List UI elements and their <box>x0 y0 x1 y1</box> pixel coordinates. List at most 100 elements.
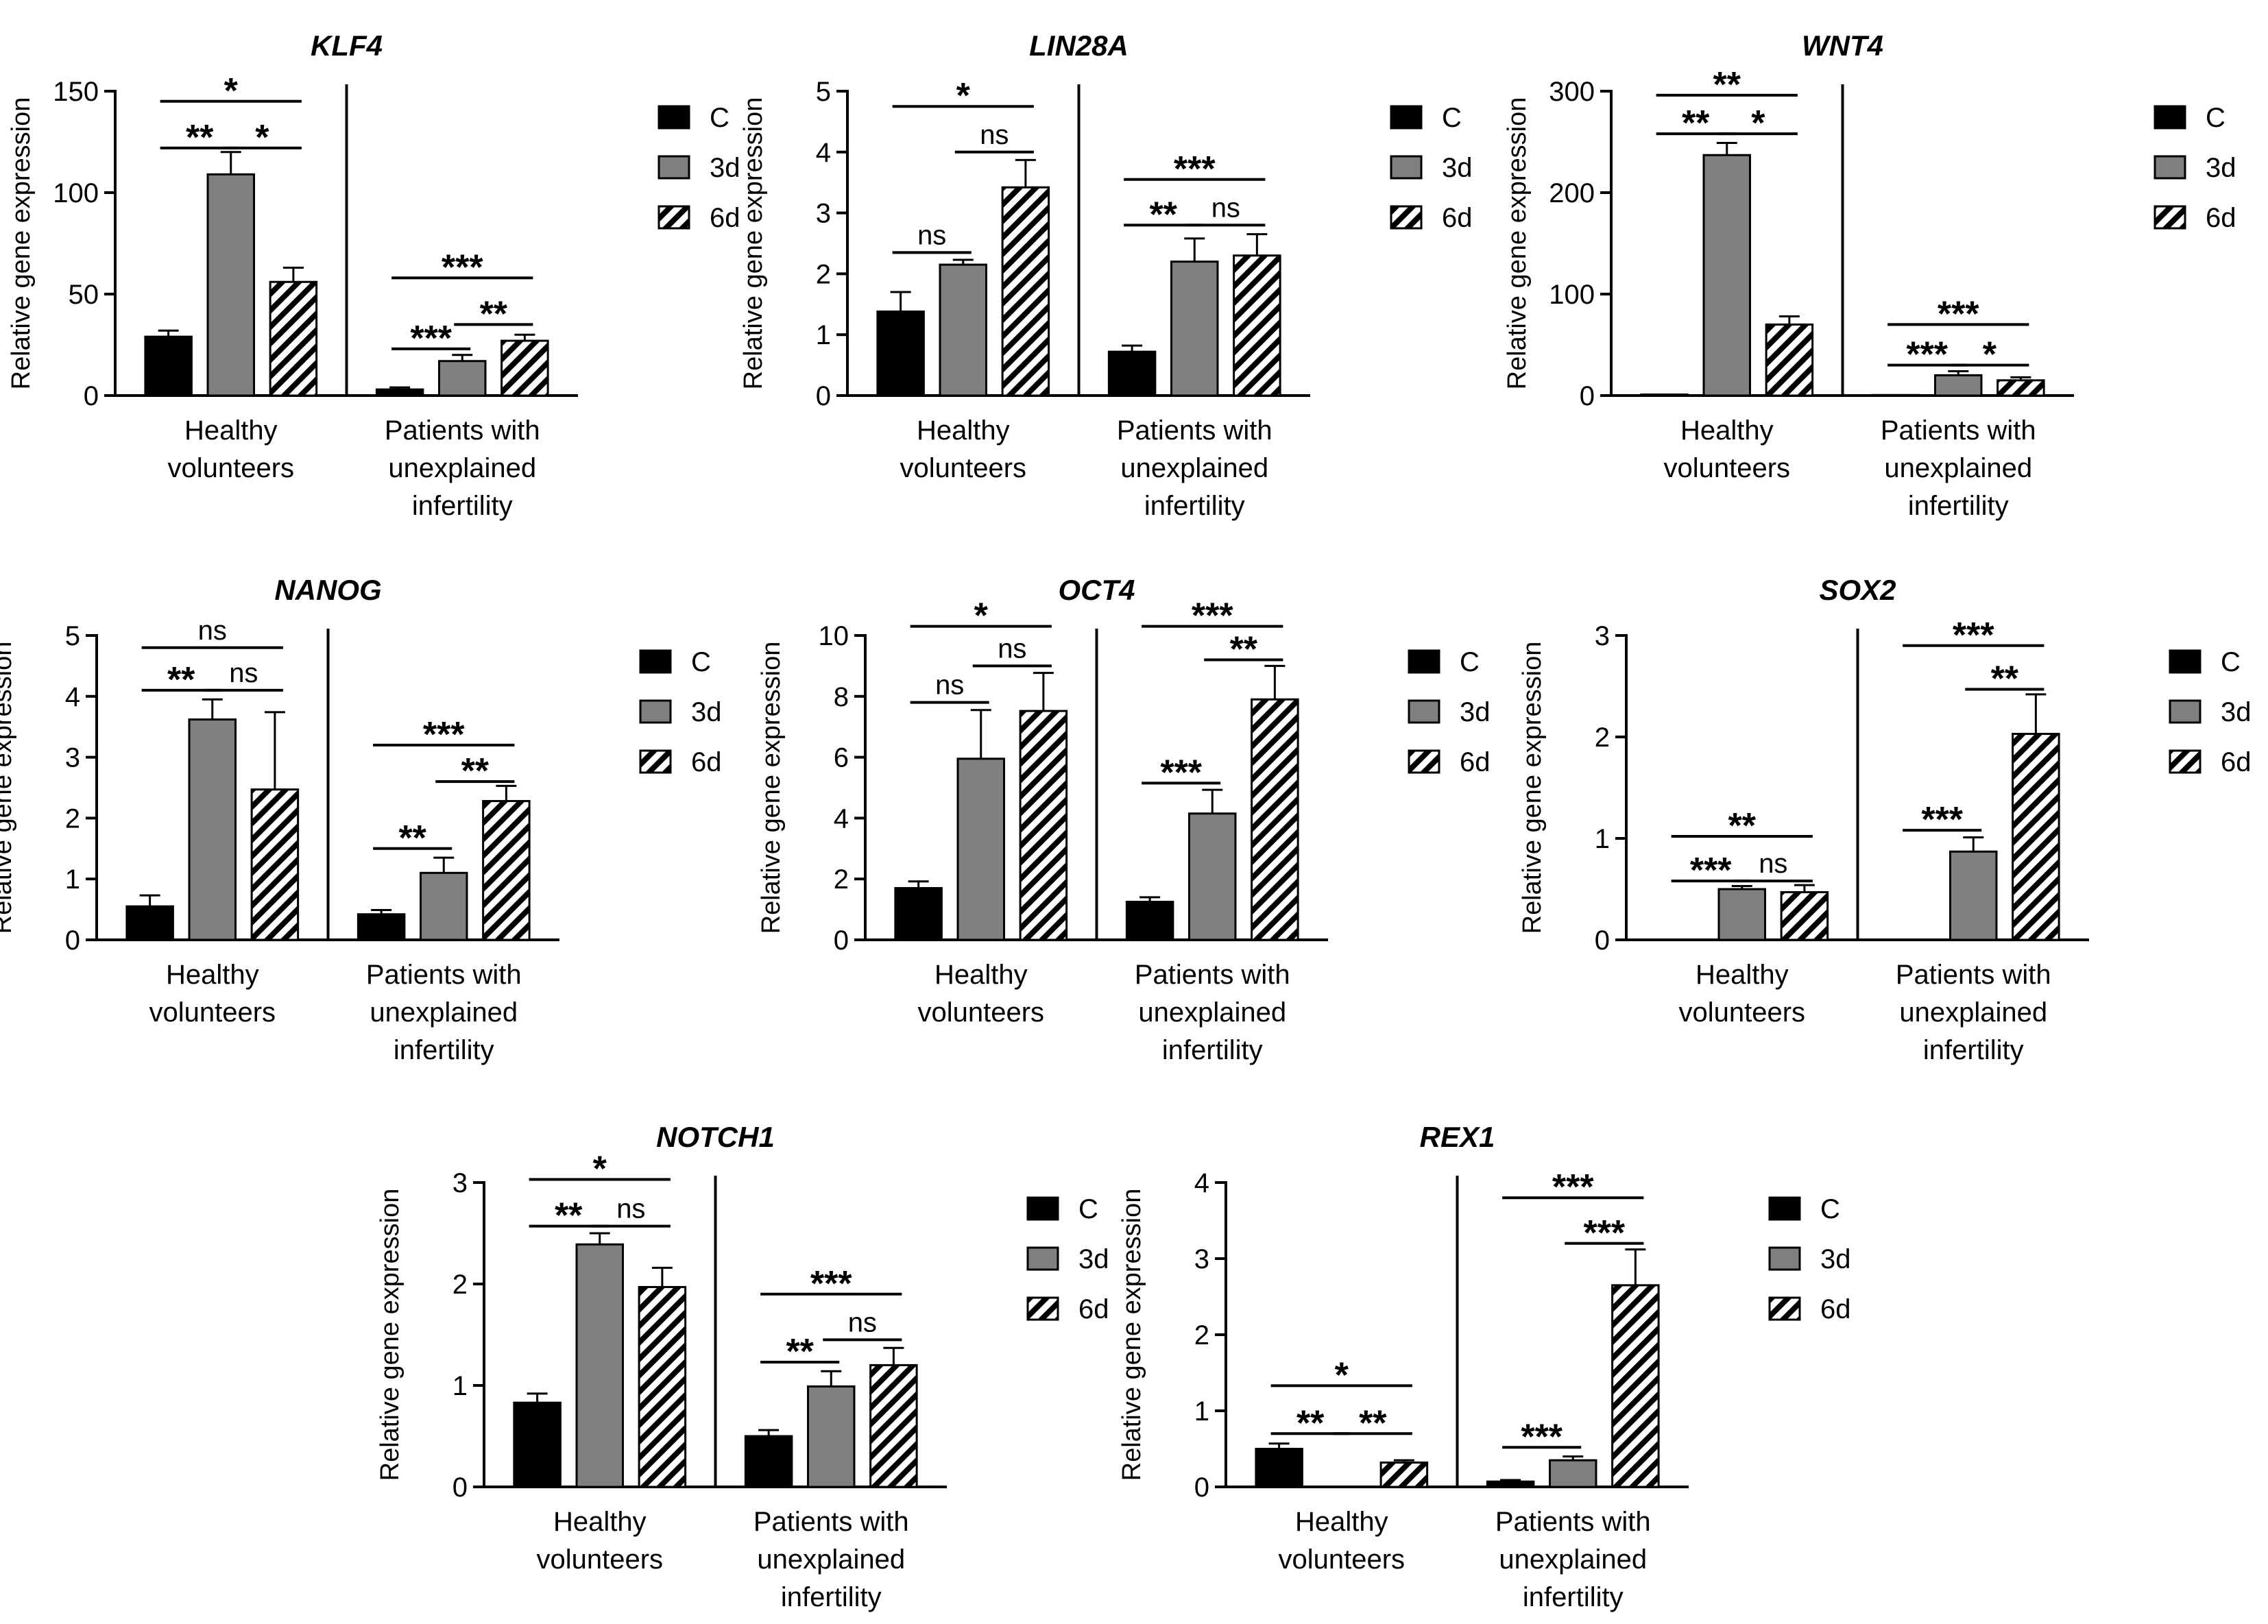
legend-swatch-c <box>658 105 690 130</box>
significance-label: ** <box>186 118 214 158</box>
significance-label: * <box>1983 335 1997 375</box>
x-group-label: unexplained <box>1138 997 1286 1028</box>
x-group-label: infertility <box>1523 1582 1624 1612</box>
x-group-label: Patients with <box>1495 1507 1651 1537</box>
x-group-label: volunteers <box>1678 997 1805 1028</box>
bar-3d <box>420 871 468 941</box>
bar-3d <box>1717 888 1766 941</box>
y-tick-label: 0 <box>1580 381 1595 411</box>
bar-3d <box>188 718 237 941</box>
x-group-label: Patients with <box>366 960 522 990</box>
bar-6d <box>250 788 300 941</box>
chart-panel-sox2: SOX2 Relative gene expression 0 1 2 3 Healthy v… <box>1518 574 2252 1065</box>
legend-label: C <box>1820 1194 1840 1224</box>
legend-label: 3d <box>710 153 740 183</box>
significance-label: *** <box>1174 149 1216 189</box>
bar-6d <box>500 339 549 397</box>
bar-3d <box>1934 374 1983 397</box>
legend-label: 6d <box>1078 1294 1109 1324</box>
legend-swatch-c <box>1408 649 1440 674</box>
significance-label: *** <box>1160 753 1202 792</box>
significance-label: ** <box>555 1196 583 1236</box>
y-tick-label: 5 <box>65 621 80 651</box>
legend-swatch-3d <box>2169 699 2201 724</box>
y-tick-label: 1 <box>816 320 831 350</box>
significance-label: * <box>956 76 971 116</box>
legend-label: C <box>691 647 711 677</box>
significance-label: ns <box>198 616 227 646</box>
y-axis-label: Relative gene expression <box>376 1189 405 1481</box>
legend-label: C <box>1460 647 1480 677</box>
chart-title: LIN28A <box>1029 29 1129 62</box>
x-group-label: Healthy <box>917 415 1010 446</box>
y-tick-label: 300 <box>1549 77 1595 107</box>
y-tick-label: 10 <box>819 621 849 651</box>
significance-label: ** <box>167 660 195 700</box>
x-group-label: Healthy <box>1295 1507 1388 1537</box>
x-group-label: Patients with <box>385 415 540 446</box>
chart-panel-wnt4: WNT4 Relative gene expression 0 100 200 300 He… <box>1503 29 2236 521</box>
y-tick-label: 200 <box>1549 178 1595 208</box>
legend-swatch-c <box>1390 105 1423 130</box>
significance-label: ** <box>1991 659 2019 699</box>
significance-label: ** <box>1296 1403 1325 1443</box>
y-tick-label: 2 <box>453 1270 468 1300</box>
chart-panel-rex1: REX1 Relative gene expression 0 1 2 3 4 Healthy… <box>1118 1121 1851 1612</box>
chart-title: OCT4 <box>1058 574 1135 606</box>
significance-label: * <box>593 1150 607 1189</box>
x-group-label: unexplained <box>1499 1544 1647 1575</box>
legend-swatch-6d <box>1390 205 1423 230</box>
y-tick-label: 100 <box>1549 280 1595 310</box>
legend-swatch-6d <box>2169 749 2201 774</box>
significance-label: ** <box>398 819 426 858</box>
significance-label: *** <box>1552 1167 1594 1207</box>
chart-title: SOX2 <box>1819 574 1896 606</box>
legend-swatch-3d <box>1768 1246 1801 1271</box>
legend-swatch-3d <box>1390 155 1423 180</box>
y-axis-label: Relative gene expression <box>757 642 786 934</box>
legend-swatch-3d <box>2154 155 2186 180</box>
y-tick-label: 1 <box>1595 824 1610 854</box>
legend-label: 3d <box>1820 1244 1851 1274</box>
bar-c <box>144 335 193 397</box>
x-group-label: infertility <box>412 491 513 521</box>
x-group-label: volunteers <box>1278 1544 1405 1575</box>
bar-6d <box>1780 890 1829 941</box>
legend-swatch-6d <box>639 749 672 774</box>
bar-3d <box>1702 154 1751 397</box>
chart-title: WNT4 <box>1802 29 1883 62</box>
bar-c <box>876 310 925 397</box>
y-tick-label: 0 <box>1595 925 1610 956</box>
significance-label: *** <box>1192 596 1233 636</box>
bar-c <box>894 887 943 941</box>
bar-3d <box>1949 850 1998 941</box>
bar-6d <box>482 800 531 941</box>
x-group-label: infertility <box>1144 491 1245 521</box>
significance-label: * <box>224 71 239 111</box>
y-tick-label: 2 <box>1194 1320 1209 1350</box>
legend-label: C <box>2221 647 2241 677</box>
significance-label: *** <box>1938 294 1979 334</box>
x-group-label: volunteers <box>1663 453 1790 483</box>
bar-6d <box>1233 254 1281 397</box>
bar-c <box>1255 1448 1303 1488</box>
y-tick-label: 6 <box>834 743 849 773</box>
bar-c <box>1107 350 1157 397</box>
legend-label: 3d <box>1442 153 1473 183</box>
legend-swatch-c <box>2154 105 2186 130</box>
legend-label: 3d <box>1078 1244 1109 1274</box>
legend-label: C <box>710 103 729 133</box>
y-tick-label: 1 <box>453 1371 468 1401</box>
bar-6d <box>2012 733 2060 941</box>
significance-label: ns <box>229 658 258 688</box>
legend-swatch-3d <box>658 155 690 180</box>
x-group-label: infertility <box>1908 491 2009 521</box>
x-group-label: volunteers <box>917 997 1044 1028</box>
legend-swatch-3d <box>1408 699 1440 724</box>
bar-c <box>1125 901 1174 941</box>
bar-3d <box>1188 812 1237 941</box>
bar-3d <box>438 360 487 397</box>
significance-label: ** <box>1682 104 1710 143</box>
significance-label: * <box>255 118 269 158</box>
